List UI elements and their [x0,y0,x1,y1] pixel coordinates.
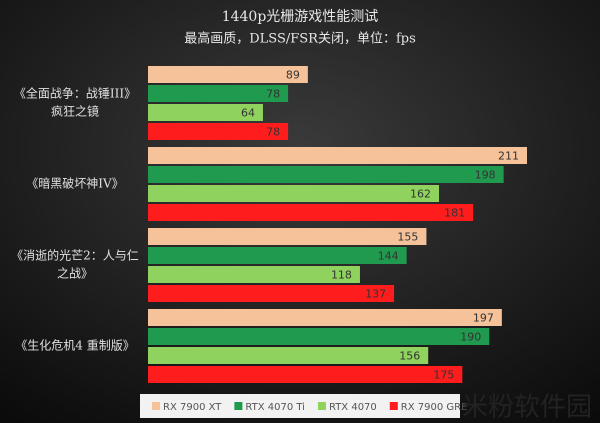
value-label: 181 [444,207,465,220]
value-label: 89 [286,69,300,82]
bar [148,123,289,140]
legend-swatch [234,402,243,410]
legend-swatch [152,402,160,410]
category-label: 疯狂之镜 [51,104,99,119]
bar [148,166,504,183]
value-label: 144 [378,250,399,263]
legend-swatch [317,402,326,410]
category-label: 《暗黑破坏神IV》 [26,176,123,191]
bar [148,328,490,345]
bar [148,266,360,283]
category-label: 《全面战争：战锤III》 [14,86,136,101]
watermark: 米粉软件园 [462,393,592,423]
value-label: 175 [433,369,454,382]
bar [148,366,463,383]
bar [148,85,289,102]
value-label: 78 [266,126,280,139]
legend-label: RX 7900 XT [163,402,222,413]
category-label: 《生化危机4 重制版》 [15,339,134,353]
bar [148,309,502,326]
value-label: 118 [331,269,352,282]
bar [148,347,429,364]
bar [148,247,407,264]
bar [148,66,308,83]
value-label: 78 [266,88,280,101]
bar [148,285,395,302]
bar [148,228,427,245]
legend-label: RX 7900 GRE [401,402,468,413]
legend-box [140,394,460,418]
chart-subtitle: 最高画质，DLSS/FSR关闭，单位：fps [184,31,416,47]
bar [148,147,527,164]
chart-title: 1440p光栅游戏性能测试 [222,9,379,25]
category-label: 之战》 [57,267,93,281]
bar [148,204,474,221]
bar [148,185,439,202]
legend-label: RTX 4070 [329,402,377,413]
value-label: 156 [399,350,420,363]
value-label: 211 [498,150,519,163]
value-label: 198 [475,169,496,182]
value-label: 155 [397,231,418,244]
bar [148,104,263,121]
value-label: 190 [460,331,481,344]
value-label: 162 [410,188,431,201]
legend-label: RTX 4070 Ti [245,402,305,413]
category-label: 《消逝的光芒2：人与仁 [11,248,139,263]
legend-swatch [389,402,398,410]
value-label: 197 [473,312,494,325]
value-label: 137 [365,288,386,301]
value-label: 64 [241,107,255,120]
